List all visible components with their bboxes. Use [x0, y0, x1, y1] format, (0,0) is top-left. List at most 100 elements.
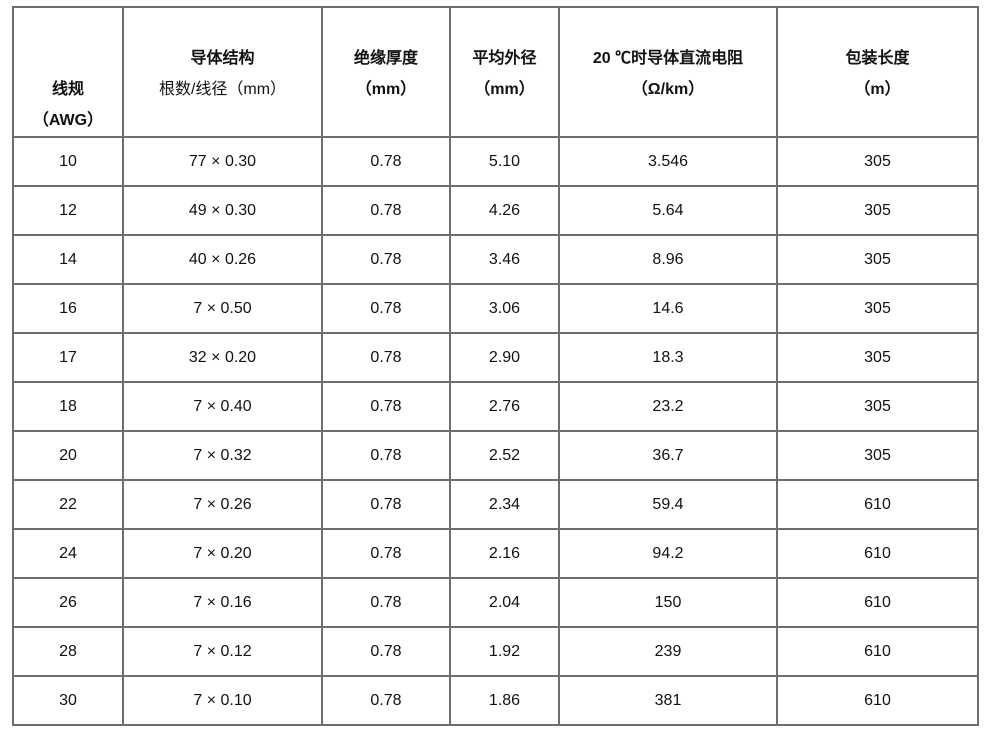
conductor-cell: 7 × 0.32 — [122, 430, 323, 481]
length-cell: 305 — [776, 136, 979, 187]
gauge-cell: 30 — [12, 675, 124, 726]
table-row: 14 40 × 0.26 0.78 3.46 8.96 305 — [12, 234, 979, 285]
table-row: 26 7 × 0.16 0.78 2.04 150 610 — [12, 577, 979, 628]
conductor-cell: 7 × 0.10 — [122, 675, 323, 726]
gauge-cell: 14 — [12, 234, 124, 285]
table-row: 22 7 × 0.26 0.78 2.34 59.4 610 — [12, 479, 979, 530]
length-cell: 305 — [776, 332, 979, 383]
table-row: 28 7 × 0.12 0.78 1.92 239 610 — [12, 626, 979, 677]
diameter-cell: 3.46 — [449, 234, 560, 285]
table-row: 16 7 × 0.50 0.78 3.06 14.6 305 — [12, 283, 979, 334]
diameter-cell: 1.86 — [449, 675, 560, 726]
insulation-cell: 0.78 — [321, 430, 451, 481]
resistance-cell: 3.546 — [558, 136, 778, 187]
length-cell: 305 — [776, 430, 979, 481]
diameter-cell: 1.92 — [449, 626, 560, 677]
table-row: 17 32 × 0.20 0.78 2.90 18.3 305 — [12, 332, 979, 383]
resistance-cell: 239 — [558, 626, 778, 677]
insulation-cell: 0.78 — [321, 626, 451, 677]
header-line: （mm） — [355, 81, 417, 98]
diameter-cell: 2.04 — [449, 577, 560, 628]
header-line: 根数/线径（mm） — [158, 81, 287, 98]
header-line: （Ω/km） — [631, 81, 705, 98]
resistance-cell: 381 — [558, 675, 778, 726]
length-cell: 305 — [776, 381, 979, 432]
conductor-cell: 7 × 0.12 — [122, 626, 323, 677]
header-row: 线规 （AWG） 导体结构根数/线径（mm） 绝缘厚度 （mm） 平均外径 （mm） 20 ℃… — [12, 6, 979, 138]
gauge-header: 线规 （AWG） — [12, 6, 124, 138]
insulation-cell: 0.78 — [321, 528, 451, 579]
length-cell: 305 — [776, 283, 979, 334]
insulation-cell: 0.78 — [321, 234, 451, 285]
length-cell: 610 — [776, 675, 979, 726]
header-line: 包装长度 — [845, 50, 910, 67]
insulation-cell: 0.78 — [321, 332, 451, 383]
resistance-cell: 36.7 — [558, 430, 778, 481]
diameter-cell: 5.10 — [449, 136, 560, 187]
table-row: 10 77 × 0.30 0.78 5.10 3.546 305 — [12, 136, 979, 187]
table-row: 12 49 × 0.30 0.78 4.26 5.64 305 — [12, 185, 979, 236]
diameter-header: 平均外径 （mm） — [449, 6, 560, 138]
resistance-cell: 94.2 — [558, 528, 778, 579]
length-cell: 610 — [776, 577, 979, 628]
header-line: 平均外径 — [472, 50, 537, 67]
gauge-cell: 24 — [12, 528, 124, 579]
insulation-cell: 0.78 — [321, 283, 451, 334]
insulation-cell: 0.78 — [321, 185, 451, 236]
diameter-cell: 2.52 — [449, 430, 560, 481]
diameter-cell: 4.26 — [449, 185, 560, 236]
gauge-cell: 20 — [12, 430, 124, 481]
table-body: 10 77 × 0.30 0.78 5.10 3.546 305 12 49 × 0.30 0.… — [12, 136, 979, 726]
length-cell: 305 — [776, 185, 979, 236]
gauge-cell: 28 — [12, 626, 124, 677]
header-line: （AWG） — [32, 112, 104, 129]
conductor-cell: 7 × 0.20 — [122, 528, 323, 579]
header-line: 线规 — [51, 81, 84, 98]
insulation-cell: 0.78 — [321, 381, 451, 432]
resistance-cell: 150 — [558, 577, 778, 628]
resistance-cell: 18.3 — [558, 332, 778, 383]
gauge-cell: 18 — [12, 381, 124, 432]
conductor-cell: 32 × 0.20 — [122, 332, 323, 383]
resistance-cell: 23.2 — [558, 381, 778, 432]
awg-spec-table: 线规 （AWG） 导体结构根数/线径（mm） 绝缘厚度 （mm） 平均外径 （mm） 20 ℃… — [12, 6, 979, 726]
diameter-cell: 2.90 — [449, 332, 560, 383]
table-row: 18 7 × 0.40 0.78 2.76 23.2 305 — [12, 381, 979, 432]
length-cell: 610 — [776, 528, 979, 579]
conductor-cell: 77 × 0.30 — [122, 136, 323, 187]
conductor-cell: 7 × 0.16 — [122, 577, 323, 628]
length-header: 包装长度 （m） — [776, 6, 979, 138]
header-line: （m） — [854, 81, 901, 98]
conductor-cell: 7 × 0.40 — [122, 381, 323, 432]
conductor-header: 导体结构根数/线径（mm） — [122, 6, 323, 138]
gauge-cell: 12 — [12, 185, 124, 236]
length-cell: 610 — [776, 479, 979, 530]
insulation-cell: 0.78 — [321, 577, 451, 628]
gauge-cell: 10 — [12, 136, 124, 187]
conductor-cell: 7 × 0.26 — [122, 479, 323, 530]
conductor-cell: 7 × 0.50 — [122, 283, 323, 334]
insulation-cell: 0.78 — [321, 479, 451, 530]
gauge-cell: 17 — [12, 332, 124, 383]
header-line: （mm） — [474, 81, 535, 98]
diameter-cell: 2.16 — [449, 528, 560, 579]
gauge-cell: 26 — [12, 577, 124, 628]
conductor-cell: 40 × 0.26 — [122, 234, 323, 285]
insulation-header: 绝缘厚度 （mm） — [321, 6, 451, 138]
table-row: 20 7 × 0.32 0.78 2.52 36.7 305 — [12, 430, 979, 481]
gauge-cell: 16 — [12, 283, 124, 334]
length-cell: 610 — [776, 626, 979, 677]
conductor-cell: 49 × 0.30 — [122, 185, 323, 236]
diameter-cell: 2.76 — [449, 381, 560, 432]
length-cell: 305 — [776, 234, 979, 285]
resistance-cell: 8.96 — [558, 234, 778, 285]
header-line: 导体结构 — [190, 50, 255, 67]
resistance-header: 20 ℃时导体直流电阻 （Ω/km） — [558, 6, 778, 138]
insulation-cell: 0.78 — [321, 675, 451, 726]
table-row: 24 7 × 0.20 0.78 2.16 94.2 610 — [12, 528, 979, 579]
table-row: 30 7 × 0.10 0.78 1.86 381 610 — [12, 675, 979, 726]
header-line: 绝缘厚度 — [353, 50, 418, 67]
resistance-cell: 5.64 — [558, 185, 778, 236]
resistance-cell: 14.6 — [558, 283, 778, 334]
diameter-cell: 2.34 — [449, 479, 560, 530]
